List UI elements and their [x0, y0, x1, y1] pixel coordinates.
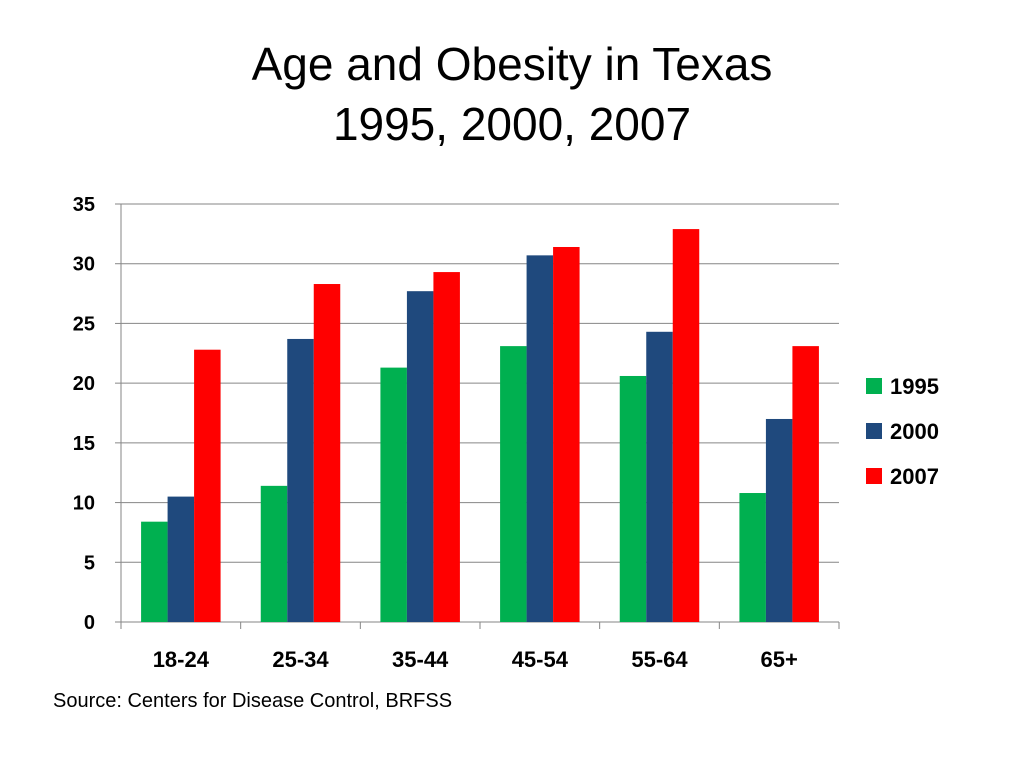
- x-tick-label: 55-64: [631, 647, 688, 672]
- bar-1995-55-64: [619, 375, 647, 622]
- slide-title-line-1: Age and Obesity in Texas: [251, 38, 773, 90]
- legend-swatch-1995: [866, 378, 882, 394]
- x-tick-label: 25-34: [272, 647, 329, 672]
- bar-1995-25-34: [260, 485, 288, 622]
- bar-1995-18-24: [141, 521, 168, 622]
- source-note: Source: Centers for Disease Control, BRF…: [53, 690, 453, 712]
- bar-2007-18-24: [194, 349, 221, 622]
- y-tick-label: 30: [73, 254, 95, 276]
- bar-2000-65+: [765, 418, 793, 622]
- slide-title-line-2: 1995, 2000, 2007: [332, 98, 692, 150]
- legend-swatch-2007: [866, 468, 882, 484]
- slide-title: Age and Obesity in Texas 1995, 2000, 200…: [0, 34, 1024, 154]
- bar-2007-45-54: [553, 246, 580, 622]
- bar-1995-35-44: [380, 367, 407, 622]
- x-tick-label: 35-44: [392, 647, 449, 672]
- bar-2007-25-34: [313, 284, 341, 622]
- bar-2000-45-54: [526, 255, 554, 622]
- bar-2007-65+: [792, 346, 819, 622]
- legend-swatch-2000: [866, 423, 882, 439]
- y-tick-label: 35: [73, 194, 95, 216]
- legend-label-1995: 1995: [890, 374, 939, 399]
- y-tick-label: 25: [73, 313, 95, 335]
- y-tick-label: 20: [73, 373, 95, 395]
- y-tick-label: 0: [84, 612, 95, 634]
- x-tick-label: 65+: [761, 647, 798, 672]
- bar-2000-55-64: [646, 331, 673, 622]
- bar-2007-55-64: [672, 229, 700, 622]
- bar-2000-25-34: [287, 338, 314, 622]
- x-tick-label: 18-24: [153, 647, 210, 672]
- bar-2007-35-44: [433, 272, 460, 622]
- legend-label-2000: 2000: [890, 419, 939, 444]
- y-tick-label: 10: [73, 493, 95, 515]
- y-tick-label: 5: [84, 552, 95, 574]
- y-tick-label: 15: [73, 433, 95, 455]
- bar-1995-45-54: [500, 346, 527, 622]
- bar-2000-35-44: [406, 291, 434, 622]
- bar-1995-65+: [739, 493, 766, 622]
- bar-2000-18-24: [167, 496, 195, 622]
- legend-label-2007: 2007: [890, 464, 939, 489]
- x-tick-label: 45-54: [512, 647, 569, 672]
